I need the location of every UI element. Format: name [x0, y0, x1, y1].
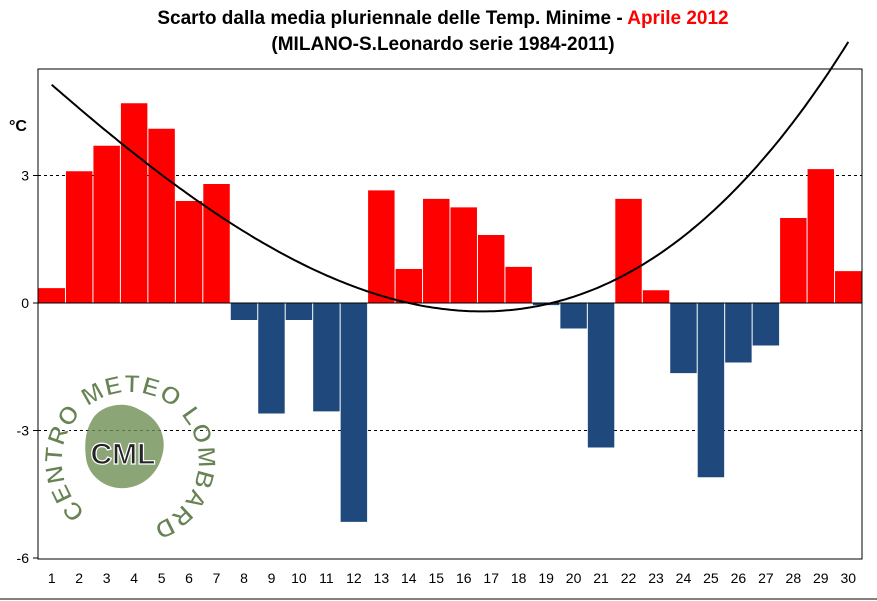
x-tick-label: 16: [456, 570, 472, 586]
bar-day-12: [340, 303, 368, 522]
bar-day-9: [258, 303, 285, 414]
y-tick-label: 0: [21, 295, 29, 311]
chart-title-highlight: Aprile 2012: [627, 8, 728, 29]
bar-day-26: [725, 303, 752, 363]
x-tick-label: 2: [75, 570, 83, 586]
bar-day-6: [175, 201, 203, 303]
x-tick-label: 27: [758, 570, 774, 586]
x-tick-label: 30: [840, 570, 856, 586]
x-tick-label: 22: [621, 570, 637, 586]
bar-day-17: [477, 235, 505, 303]
x-tick-label: 23: [648, 570, 664, 586]
bar-day-3: [93, 145, 120, 303]
bar-day-7: [203, 184, 230, 303]
x-tick-label: 7: [213, 570, 221, 586]
x-tick-label: 11: [319, 570, 334, 586]
lombardy-map-shape: [85, 404, 164, 489]
chart-title-line2: (MILANO-S.Leonardo serie 1984-2011): [271, 34, 614, 55]
plot-area-border: [37, 68, 863, 560]
x-tick-label: 10: [291, 570, 307, 586]
x-tick-label: 29: [813, 570, 829, 586]
x-tick-label: 20: [566, 570, 582, 586]
bar-day-24: [670, 303, 697, 374]
bar-day-25: [697, 303, 725, 478]
x-tick-label: 4: [130, 570, 138, 586]
x-tick-label: 28: [786, 570, 802, 586]
x-tick-label: 25: [703, 570, 719, 586]
bar-day-1: [38, 288, 65, 303]
bar-day-21: [587, 303, 615, 448]
x-tick-label: 24: [676, 570, 692, 586]
bar-day-18: [505, 266, 532, 303]
bar-day-22: [615, 198, 642, 303]
bar-day-30: [835, 271, 862, 303]
x-tick-label: 12: [346, 570, 362, 586]
x-tick-label: 8: [240, 570, 248, 586]
chart-title-prefix: Scarto dalla media pluriennale delle Tem…: [157, 8, 627, 29]
bar-day-23: [642, 290, 670, 303]
x-tick-label: 14: [401, 570, 417, 586]
bar-day-4: [120, 103, 148, 303]
x-tick-label: 17: [483, 570, 499, 586]
x-tick-label: 21: [593, 570, 609, 586]
x-tick-label: 26: [731, 570, 747, 586]
y-tick-label: -3: [17, 423, 30, 439]
x-tick-label: 1: [48, 570, 56, 586]
bar-day-29: [807, 169, 835, 303]
x-tick-label: 18: [511, 570, 527, 586]
logo-center-text: CML: [91, 438, 156, 471]
x-tick-label: 15: [428, 570, 444, 586]
x-tick-label: 9: [268, 570, 276, 586]
y-tick-label: 3: [21, 168, 29, 184]
bar-day-8: [230, 303, 258, 320]
bar-day-2: [65, 171, 93, 303]
bar-day-13: [368, 190, 395, 303]
x-tick-label: 3: [103, 570, 111, 586]
x-tick-label: 6: [185, 570, 193, 586]
bar-day-14: [395, 269, 423, 303]
trend-line: [51, 41, 850, 313]
chart-title-line1: Scarto dalla media pluriennale delle Tem…: [157, 8, 728, 29]
bar-day-10: [285, 303, 313, 320]
bar-day-28: [780, 218, 807, 303]
bar-day-20: [560, 303, 587, 329]
bar-day-16: [450, 207, 477, 303]
bar-day-27: [752, 303, 780, 346]
y-axis-unit-label: °C: [9, 118, 27, 135]
x-tick-label: 5: [158, 570, 166, 586]
bar-day-5: [148, 128, 175, 303]
y-tick-label: -6: [17, 550, 30, 566]
bar-day-11: [313, 303, 340, 412]
bar-day-15: [423, 198, 450, 303]
x-tick-label: 13: [374, 570, 390, 586]
x-tick-label: 19: [538, 570, 554, 586]
